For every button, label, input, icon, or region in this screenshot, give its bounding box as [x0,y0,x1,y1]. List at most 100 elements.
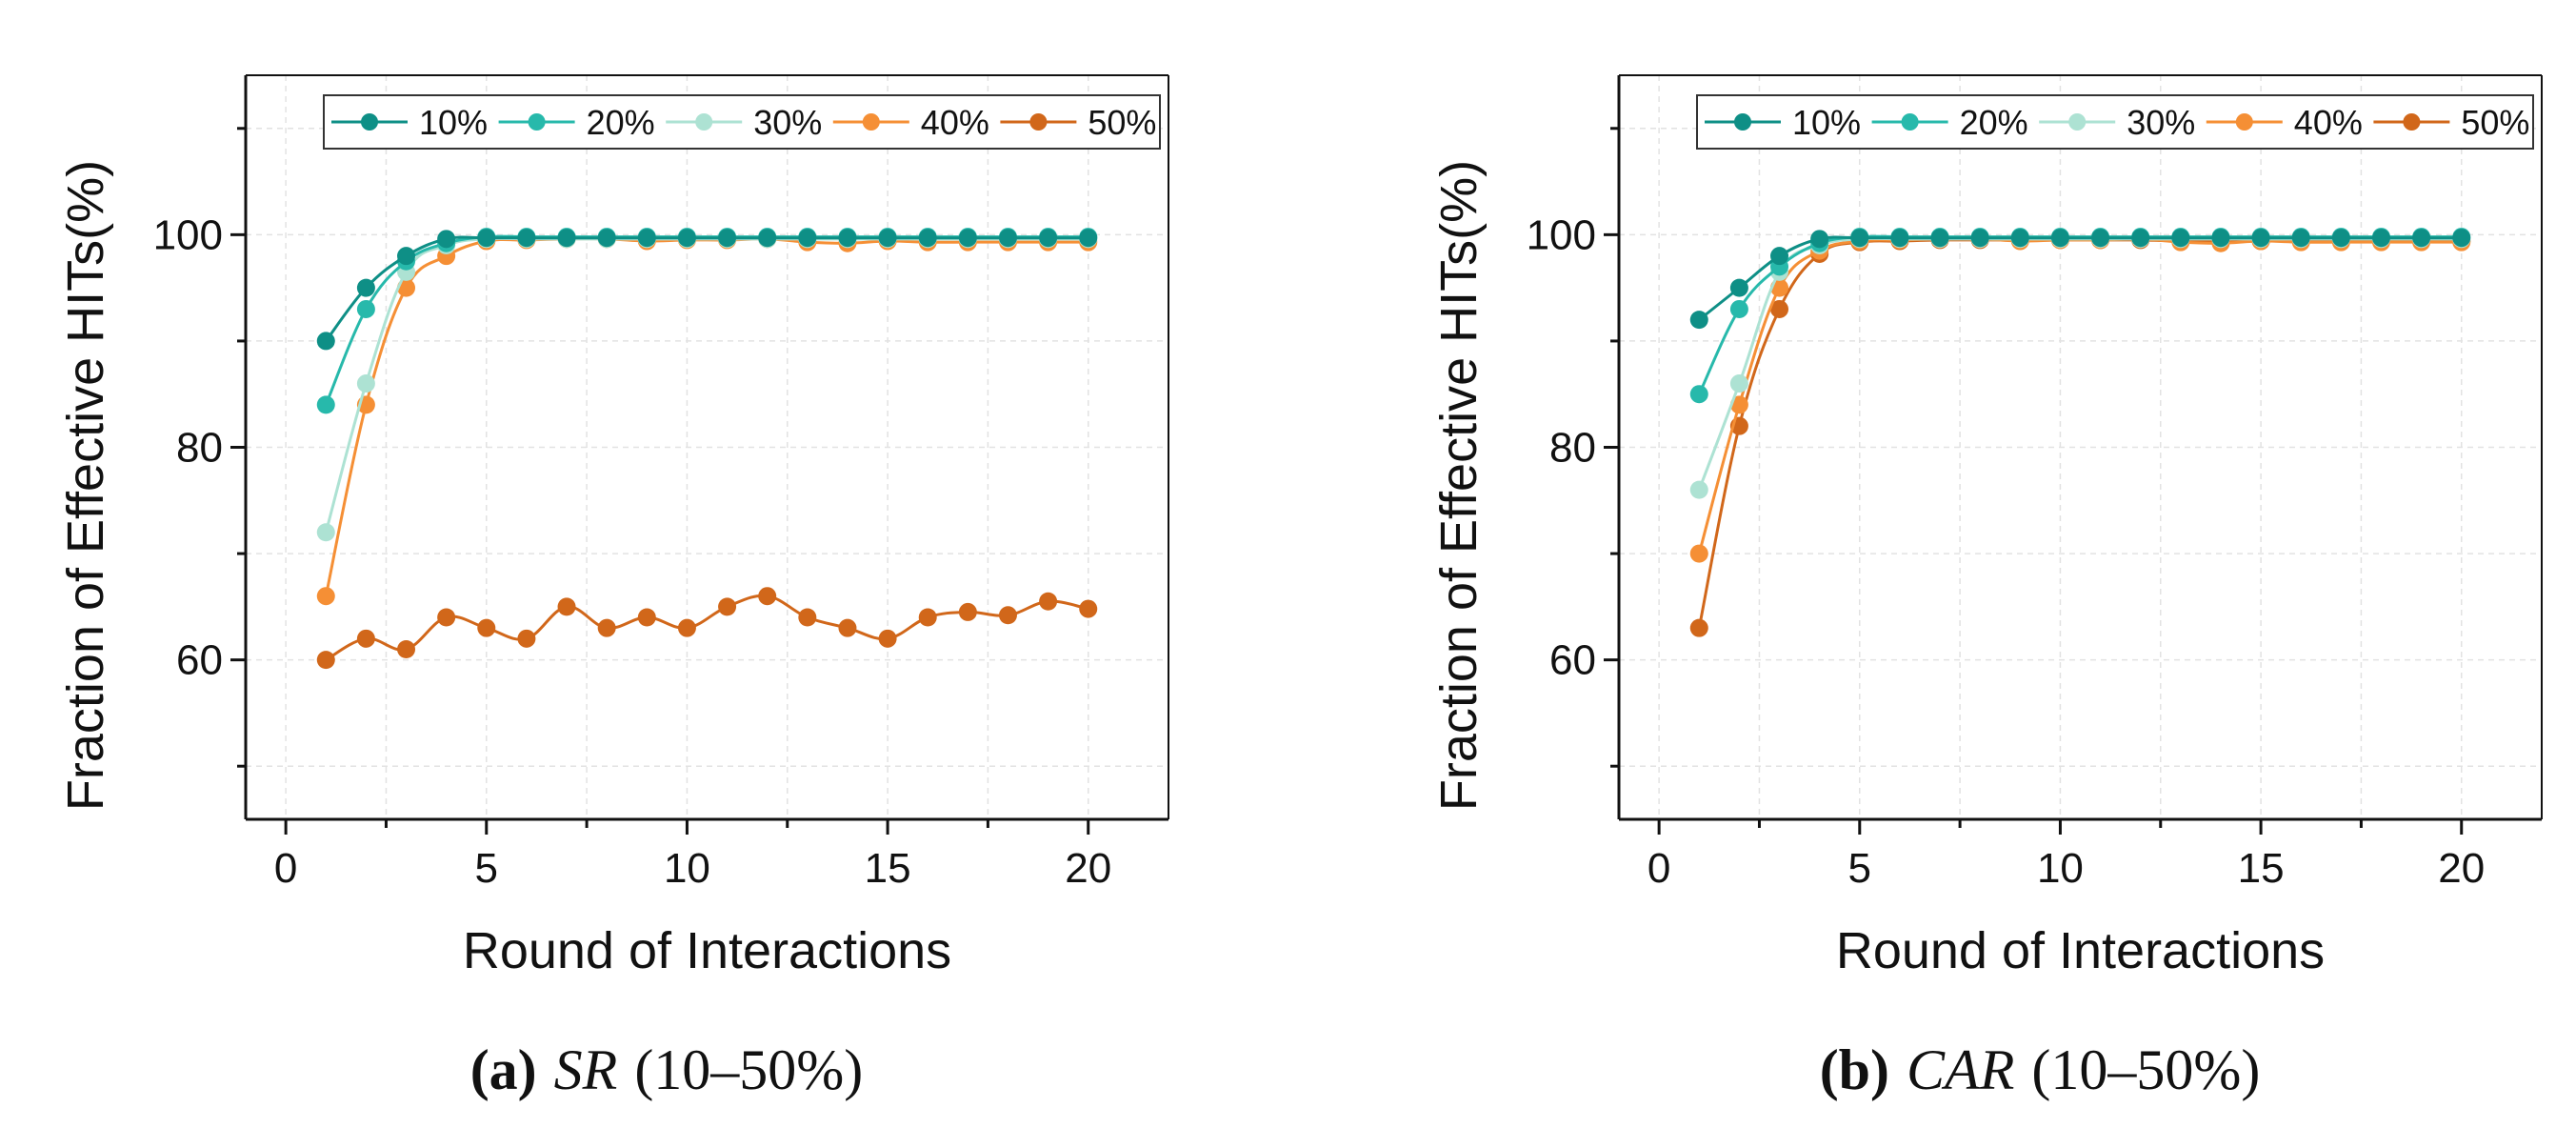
chart-panel-b: 0 5 10 15 20 60 80 100 Round of Interactions Frac… [1430,74,2543,1101]
legend-label: 20% [1960,103,2028,142]
series-group [1689,228,2471,637]
data-point [718,229,737,248]
data-point [1770,247,1789,266]
data-point [397,247,416,266]
data-point [1689,544,1708,563]
x-tick-label: 20 [2438,845,2485,892]
panel-caption: (a) SR (10–50%) [470,1038,864,1101]
panel-caption: (b) CAR (10–50%) [1820,1038,2261,1101]
series-10pct [1689,229,2471,330]
data-point [2291,229,2310,248]
data-point [2371,229,2390,248]
data-point [477,618,496,637]
data-point [477,229,496,248]
data-point [1729,299,1748,318]
data-point [2091,229,2110,248]
data-point [1729,395,1748,414]
x-tick-label: 0 [274,845,297,892]
grid-lines [1619,75,2542,819]
data-point [397,639,416,658]
y-tick-label: 100 [1527,212,1596,258]
legend: 10% 20% 30% 40% 50% [323,94,1161,150]
legend-label: 10% [1792,103,1861,142]
data-point [517,629,536,648]
data-point [838,229,857,248]
x-tick-label: 5 [475,845,498,892]
y-axis-label: Fraction of Effective HITs(%) [57,160,114,811]
data-point [1729,278,1748,297]
series-40pct [1689,230,2471,563]
data-point [838,618,857,637]
legend-swatch-marker [528,113,546,131]
data-point [1970,229,1989,248]
x-axis-label: Round of Interactions [463,922,951,979]
x-tick-label: 20 [1065,845,1111,892]
series-20pct [316,228,1098,414]
data-point [677,229,696,248]
data-point [356,629,375,648]
data-point [356,278,375,297]
data-point [878,229,897,248]
chart-panel-a: 0 5 10 15 20 60 80 100 Round of Interactions Frac… [57,74,1169,1101]
data-point [437,608,456,627]
data-point [437,230,456,249]
x-tick-label: 5 [1848,845,1871,892]
legend-label: 30% [753,103,822,142]
series-50pct [316,587,1098,670]
data-point [1079,229,1098,248]
series-line [1697,236,2462,491]
series-30pct [1689,230,2471,499]
data-point [2331,229,2350,248]
data-point [557,229,576,248]
data-point [597,618,616,637]
legend-label: 40% [2294,103,2363,142]
caption-letter: (b) [1820,1038,1889,1101]
data-point [798,608,817,627]
series-50pct [1689,231,2471,637]
series-30pct [316,230,1098,542]
data-point [517,229,536,248]
data-point [2452,229,2471,248]
data-point [597,229,616,248]
grid-lines [246,75,1168,819]
data-point [1729,374,1748,393]
caption-method: CAR [1907,1038,2014,1101]
data-point [316,395,335,414]
data-point [998,229,1017,248]
data-point [1810,230,1829,249]
data-point [637,608,656,627]
x-tick-label: 10 [664,845,710,892]
y-tick-label: 60 [176,637,223,684]
series-line [324,236,1088,534]
data-point [798,229,817,248]
legend-swatch-marker [2068,113,2087,131]
y-tick-label: 80 [176,425,223,472]
data-point [2251,229,2270,248]
legend-swatch-marker [2235,113,2253,131]
data-point [718,597,737,616]
data-point [758,587,777,606]
legend-label: 30% [2127,103,2195,142]
data-point [316,651,335,670]
data-point [1079,599,1098,618]
data-point [2171,229,2190,248]
data-point [2010,229,2029,248]
data-point [1689,480,1708,499]
x-axis-label: Round of Interactions [1836,922,2325,979]
series-40pct [316,230,1098,606]
data-point [1850,229,1869,248]
data-point [316,587,335,606]
data-point [758,229,777,248]
data-point [998,606,1017,625]
y-axis-label: Fraction of Effective HITs(%) [1430,160,1488,811]
data-point [958,602,977,621]
caption-method: SR [554,1038,618,1101]
data-point [1039,592,1058,611]
data-point [918,229,937,248]
data-point [356,299,375,318]
x-tick-label: 0 [1647,845,1670,892]
series-line [324,237,1088,597]
y-tick-label: 80 [1549,425,1596,472]
data-point [1039,229,1058,248]
data-point [2050,229,2069,248]
